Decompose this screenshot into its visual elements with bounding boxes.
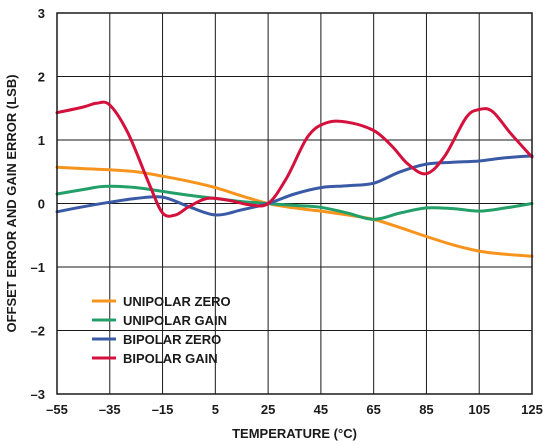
series-line-unipolar-gain <box>55 184 534 221</box>
x-tick-labels: –55 –35 –15 5 25 45 65 85 105 125 <box>46 402 543 417</box>
x-tick-label: 5 <box>212 402 219 417</box>
series-lines <box>55 100 534 258</box>
y-tick-labels: –3 –2 –1 0 1 2 3 <box>31 6 45 402</box>
legend-label-bipolar-zero: BIPOLAR ZERO <box>123 332 221 347</box>
legend-label-bipolar-gain: BIPOLAR GAIN <box>123 351 218 366</box>
y-tick-label: 1 <box>38 133 45 148</box>
x-tick-label: 65 <box>366 402 380 417</box>
series-line-bipolar-gain <box>55 100 534 218</box>
legend-label-unipolar-gain: UNIPOLAR GAIN <box>123 313 227 328</box>
x-tick-label: –55 <box>46 402 68 417</box>
x-tick-label: 85 <box>419 402 433 417</box>
x-tick-label: –35 <box>99 402 121 417</box>
y-tick-label: 3 <box>38 6 45 21</box>
y-tick-label: –3 <box>31 387 45 402</box>
x-tick-label: 125 <box>521 402 543 417</box>
x-tick-label: 25 <box>261 402 275 417</box>
x-axis-title: TEMPERATURE (°C) <box>232 426 357 441</box>
y-axis-title: OFFSET ERROR AND GAIN ERROR (LSB) <box>4 74 19 332</box>
plot-frame <box>56 12 533 395</box>
x-tick-label: 105 <box>468 402 490 417</box>
x-tick-label: 45 <box>314 402 328 417</box>
y-tick-label: –1 <box>31 260 45 275</box>
y-tick-label: –2 <box>31 324 45 339</box>
series-line-unipolar-zero <box>55 165 534 258</box>
legend: UNIPOLAR ZERO UNIPOLAR GAIN BIPOLAR ZERO BI… <box>92 294 231 366</box>
series-line-bipolar-zero <box>55 154 534 217</box>
x-tick-label: –15 <box>152 402 174 417</box>
y-tick-label: 0 <box>38 197 45 212</box>
y-tick-label: 2 <box>38 70 45 85</box>
legend-label-unipolar-zero: UNIPOLAR ZERO <box>123 294 231 309</box>
